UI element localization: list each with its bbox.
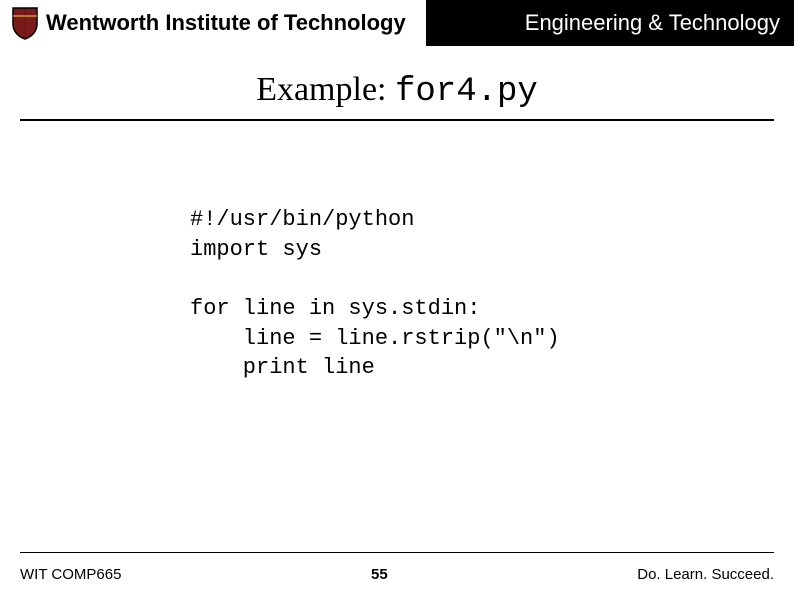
slide: Wentworth Institute of Technology Engine… [0, 0, 794, 595]
code-block: #!/usr/bin/python import sys for line in… [190, 205, 560, 383]
header: Wentworth Institute of Technology Engine… [0, 0, 794, 46]
header-left: Wentworth Institute of Technology [0, 0, 426, 46]
slide-title: Example: for4.py [20, 70, 774, 111]
tagline: Do. Learn. Succeed. [637, 566, 774, 583]
footer: WIT COMP665 55 Do. Learn. Succeed. [20, 566, 774, 583]
department-name: Engineering & Technology [426, 0, 794, 46]
title-block: Example: for4.py [20, 70, 774, 121]
title-filename: for4.py [395, 73, 538, 111]
page-number: 55 [371, 566, 388, 583]
footer-divider [20, 552, 774, 553]
title-divider [20, 119, 774, 121]
course-code: WIT COMP665 [20, 566, 121, 583]
title-prefix: Example: [256, 71, 395, 108]
institute-name: Wentworth Institute of Technology [46, 10, 406, 36]
shield-logo-icon [10, 5, 40, 41]
